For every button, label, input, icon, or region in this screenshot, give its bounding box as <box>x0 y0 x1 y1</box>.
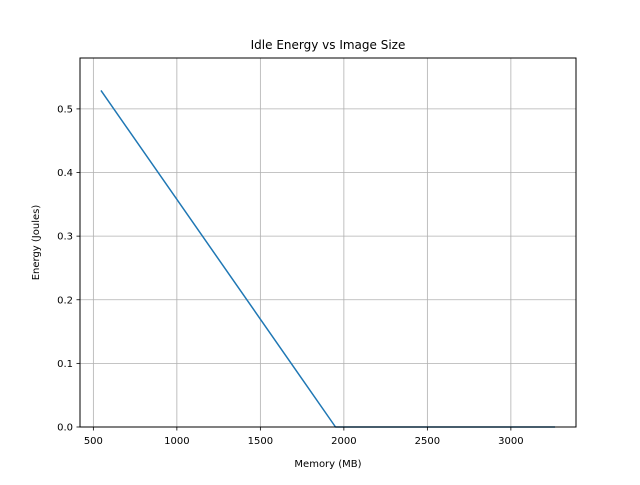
ticks: 500 1000 1500 2000 2500 3000 0.0 0.1 0.2 0.3 0.4 0.… <box>57 104 524 447</box>
x-tick-label: 500 <box>84 436 103 447</box>
series-layer <box>100 90 556 428</box>
x-tick-label: 2500 <box>415 436 440 447</box>
x-tick-label: 1500 <box>248 436 273 447</box>
x-tick-label: 2000 <box>331 436 356 447</box>
y-tick-label: 0.1 <box>57 359 73 370</box>
y-tick-label: 0.3 <box>57 232 73 243</box>
y-tick-label: 0.5 <box>57 104 73 115</box>
series-line <box>100 90 556 428</box>
x-tick-label: 3000 <box>498 436 523 447</box>
x-tick-label: 1000 <box>164 436 189 447</box>
plot-frame <box>79 57 577 428</box>
y-axis-label: Energy (Joules) <box>31 205 42 281</box>
y-tick-label: 0.2 <box>57 295 73 306</box>
x-axis-label: Memory (MB) <box>294 459 361 470</box>
y-tick-label: 0.0 <box>57 423 73 434</box>
y-tick-label: 0.4 <box>57 168 73 179</box>
grid <box>80 58 576 428</box>
chart-title: Idle Energy vs Image Size <box>251 38 406 52</box>
